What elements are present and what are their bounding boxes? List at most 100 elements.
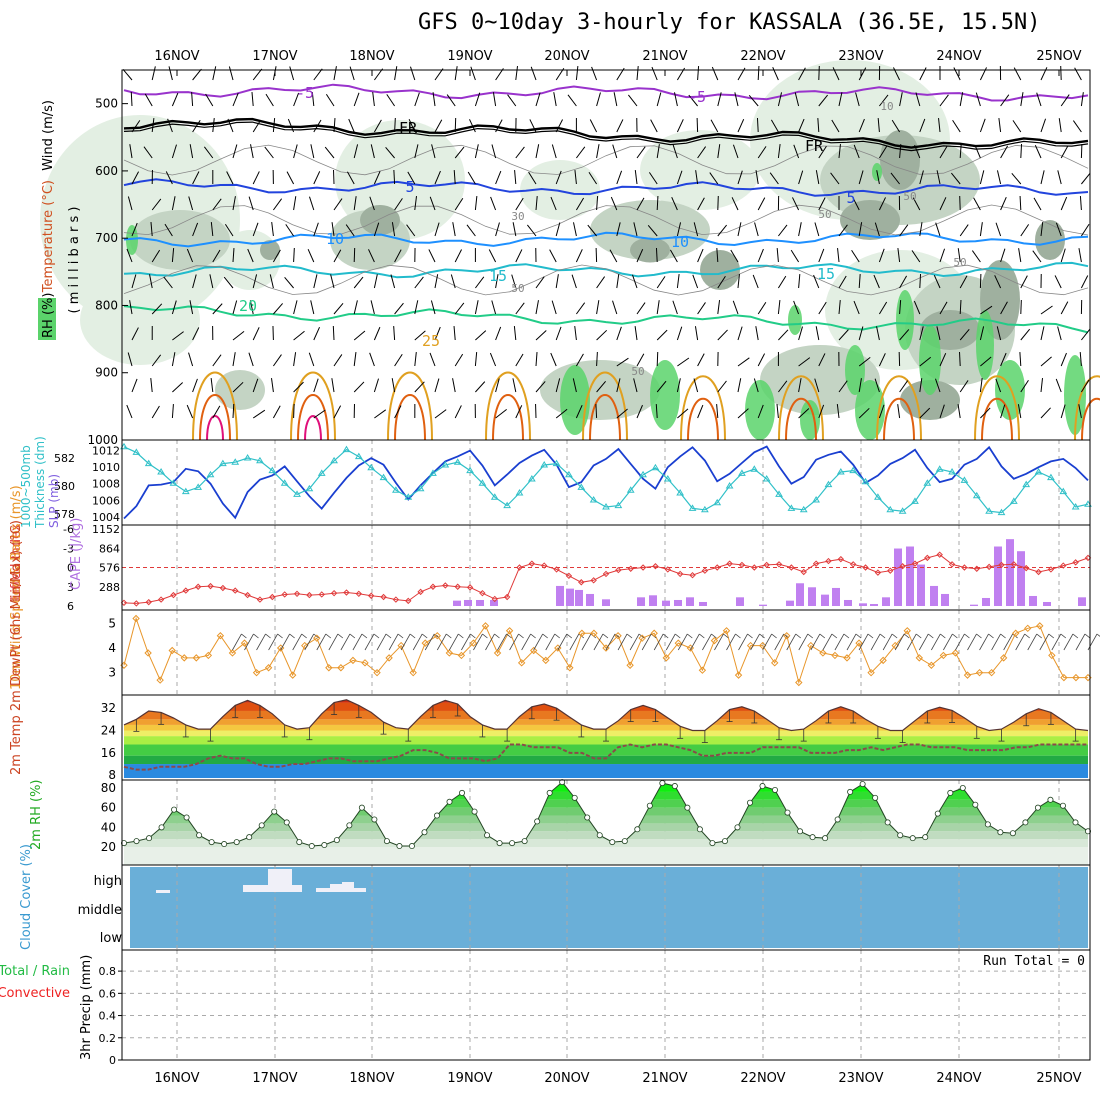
wind-barb-561	[798, 357, 811, 367]
wind-barb-605	[717, 380, 727, 393]
wind-barb-459	[672, 300, 678, 315]
rh-point-41	[634, 826, 641, 833]
wind-barb-376	[939, 248, 946, 263]
rh-point-12	[271, 808, 278, 815]
wind-barb-418	[813, 274, 820, 289]
wind-barb-102	[252, 119, 262, 133]
wind-barb-1	[151, 66, 156, 81]
wind-barb-96	[131, 120, 141, 133]
contour-label-8: 15	[489, 267, 507, 285]
wind-barb-630	[252, 409, 266, 419]
wind-barb-35	[832, 67, 840, 81]
wind-barb-113	[469, 119, 476, 133]
cape-bar-2	[476, 599, 484, 606]
wind-barb-44	[1013, 67, 1022, 81]
wind10-barb-20	[364, 633, 375, 651]
wind-barb-345	[307, 249, 315, 263]
wind-barb-265	[636, 197, 645, 211]
legend-convective: Convective	[0, 986, 70, 1001]
wind-barb-475	[1000, 301, 1008, 315]
wind-speed-point-10	[240, 639, 249, 647]
rh-point-63	[909, 835, 916, 842]
thickness-point-18	[342, 445, 351, 453]
thickness-point-60	[861, 477, 870, 485]
rh-blob-16	[260, 240, 280, 260]
wind-barb-123	[676, 119, 684, 133]
wind-barb-539	[353, 352, 357, 367]
wind-barb-389	[223, 276, 234, 289]
wind-barb-457	[636, 302, 646, 315]
rh-high-patch-11	[788, 305, 802, 335]
wind-barb-438	[249, 300, 254, 315]
date-label-top-17NOV: 17NOV	[252, 49, 297, 64]
upper-ytick-1000: 1000	[87, 433, 118, 447]
rh-shading	[40, 60, 1086, 440]
wind-barb-633	[313, 409, 326, 419]
wind-barb-584	[293, 381, 304, 393]
wind-barb-409	[631, 274, 638, 289]
wind-barb-497	[475, 330, 487, 341]
wind-barb-139	[998, 118, 1002, 133]
wind-barb-59	[353, 92, 360, 107]
isotherm--5	[123, 83, 1089, 102]
wind-barb-574	[1060, 352, 1067, 367]
lifted-point-58	[837, 555, 845, 563]
thickness-point-55	[799, 505, 808, 513]
wind-speed-point-66	[915, 654, 924, 662]
wind-barb-614	[899, 380, 909, 393]
contour-label-6: 10	[326, 230, 344, 248]
wind-barb-402	[495, 274, 499, 289]
lifted-point-30	[491, 595, 498, 603]
wind-barb-261	[550, 196, 557, 211]
wind-barb-92	[1020, 92, 1024, 107]
rh-band-7	[124, 784, 1088, 792]
lifted-point-67	[948, 561, 956, 568]
surface-temp-loop-2-1	[394, 394, 426, 441]
wind10-barb-flag-50	[735, 633, 741, 639]
lifted-point-77	[1072, 559, 1079, 566]
slp-tick-1006: 1006	[92, 494, 120, 507]
wind-barb-57	[311, 92, 315, 107]
thickness-point-49	[725, 482, 734, 489]
wind-barb-116	[529, 119, 537, 133]
wind-barb-430	[1054, 275, 1062, 289]
thickness-point-66	[935, 465, 944, 472]
wind10-barb-flag-44	[662, 633, 669, 639]
wind-barb-609	[798, 378, 802, 393]
wind-barb-215	[588, 171, 598, 185]
cape-bar-15	[736, 597, 744, 606]
wind-barb-100	[212, 118, 215, 133]
wind10-barb-flag-16	[325, 633, 332, 639]
wind-barb-32	[772, 67, 779, 81]
wind-barb-186	[974, 144, 981, 159]
rh-point-40	[621, 838, 628, 845]
wind-barb-379	[1000, 248, 1006, 263]
wind-barb-458	[656, 300, 660, 315]
wind-barb-640	[454, 405, 462, 419]
thickness-point-27	[453, 458, 462, 465]
wind-barb-158	[414, 144, 419, 159]
wind-speed-point-45	[662, 654, 670, 662]
wind-barb-618	[979, 378, 983, 393]
wind-barb-208	[453, 169, 456, 185]
lifted-point-54	[788, 564, 795, 571]
wind-barb-127	[756, 117, 759, 133]
wind-barb-119	[589, 119, 598, 133]
cape-tick-1152: 1152	[92, 523, 120, 536]
wind10-barb-71	[979, 633, 989, 651]
wind10-barb-41	[617, 633, 628, 651]
cape-bar-27	[906, 546, 914, 606]
cloud-block-5	[330, 884, 342, 892]
cloud-block-1	[243, 885, 268, 892]
wind-barb-612	[858, 378, 862, 393]
wind10-barb-flag-57	[819, 633, 826, 639]
rh-high-patch-0	[560, 365, 590, 435]
wind10-barb-50	[726, 633, 736, 651]
cape-ylabel: CAPE (J/kg)	[69, 518, 84, 590]
lifted-point-24	[417, 588, 424, 596]
wind-barb-624	[126, 404, 133, 419]
wind10-barb-flag-53	[771, 633, 777, 639]
cape-bar-21	[832, 587, 840, 606]
wind-barb-86	[899, 92, 903, 107]
rh-point-30	[496, 840, 503, 847]
